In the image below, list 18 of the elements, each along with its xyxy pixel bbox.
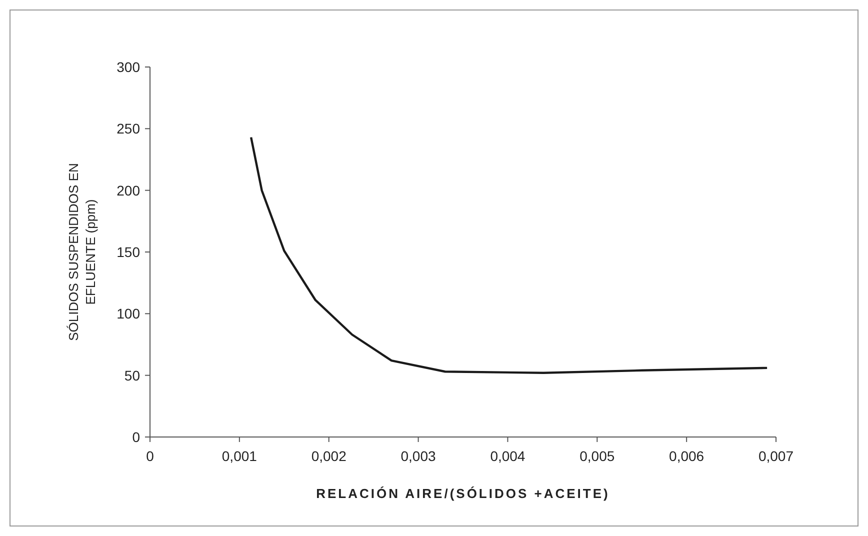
x-tick-label: 0,004 <box>490 448 526 464</box>
y-axis-title: SÓLIDOS SUSPENDIDOS EN EFLUENTE (ppm) <box>66 163 98 341</box>
line-series <box>250 136 768 374</box>
y-tick-label: 250 <box>116 120 140 137</box>
x-tick-label: 0,006 <box>669 448 704 464</box>
y-tick-label: 100 <box>116 306 140 322</box>
y-tick-label: 300 <box>116 59 140 75</box>
y-tick-label: 50 <box>124 367 140 384</box>
x-tick-label: 0,007 <box>758 448 794 464</box>
x-axis-title: RELACIÓN AIRE/(SÓLIDOS +ACEITE) <box>316 486 610 501</box>
x-tick-label: 0,003 <box>400 448 436 464</box>
x-tick-label: 0 <box>146 448 154 464</box>
y-tick-label: 150 <box>116 244 140 260</box>
x-tick-label: 0,005 <box>580 448 615 464</box>
x-tick-label: 0,002 <box>311 448 347 464</box>
x-tick-label: 0,001 <box>222 448 258 464</box>
y-tick-label: 0 <box>132 429 140 445</box>
y-tick-label: 200 <box>116 182 140 198</box>
